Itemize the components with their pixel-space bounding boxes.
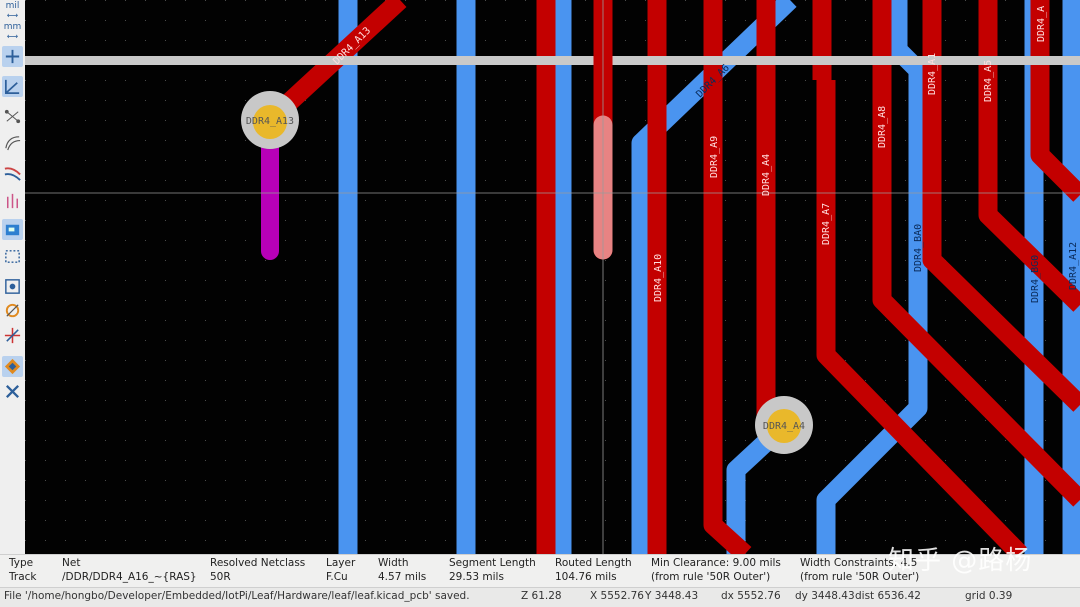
pad-outline-button[interactable] xyxy=(2,276,23,297)
zoom-readout: Z 61.28 xyxy=(521,590,562,602)
info-net: Net /DDR/DDR4_A16_~{RAS} xyxy=(62,557,197,583)
watermark: 知乎 @路杨 xyxy=(888,546,1033,576)
mm-units-button[interactable]: mm ⟷ xyxy=(3,21,22,41)
track-f-a7[interactable] xyxy=(816,80,1027,554)
net-color-button[interactable] xyxy=(2,300,23,321)
track-b-a10[interactable] xyxy=(631,0,797,554)
x-readout: X 5552.76 xyxy=(590,590,644,602)
track-label: DDR4_A7 xyxy=(821,203,832,245)
cursor-shape-button[interactable] xyxy=(2,46,23,67)
track-outline-icon xyxy=(4,167,21,181)
dy-readout: dy 3448.43 xyxy=(795,590,855,602)
dx-readout: dx 5552.76 xyxy=(721,590,781,602)
info-min-clearance: Min Clearance: 9.00 mils (from rule '50R… xyxy=(651,557,781,583)
track-f-top[interactable] xyxy=(1030,0,1080,202)
message-panel: Type Track Net /DDR/DDR4_A16_~{RAS} Reso… xyxy=(0,554,1080,587)
mm-units-icon: mm xyxy=(3,21,22,32)
info-layer: Layer F.Cu xyxy=(326,557,356,583)
highlight-net-icon xyxy=(4,327,21,344)
via-label: DDR4_A13 xyxy=(246,116,294,127)
mil-units-button[interactable]: mil ⟷ xyxy=(5,0,20,20)
via-label: DDR4_A4 xyxy=(763,421,805,432)
track-label: DDR4_A xyxy=(1036,6,1047,42)
track-label: DDR4_A10 xyxy=(653,254,664,302)
ratsnest-button[interactable] xyxy=(2,106,23,127)
y-readout: Y 3448.43 xyxy=(645,590,699,602)
zone-fill-button[interactable] xyxy=(2,219,23,240)
pcb-canvas[interactable]: DDR4_A13 DDR4_A4 DDR4_A13 DDR4_A9 DDR4_A… xyxy=(25,0,1080,554)
info-routed-length: Routed Length 104.76 mils xyxy=(555,557,632,583)
track-f-a1[interactable] xyxy=(922,0,1080,412)
track-label: DDR4_A12 xyxy=(1068,242,1079,290)
status-message: File '/home/hongbo/Developer/Embedded/Io… xyxy=(4,590,470,602)
board-edge xyxy=(25,56,1080,65)
info-width-constraints: Width Constraints: 4.5 (from rule '50R O… xyxy=(800,557,920,583)
dist-readout: dist 6536.42 xyxy=(855,590,921,602)
highlight-net-button[interactable] xyxy=(2,325,23,346)
ratsnest-icon xyxy=(4,109,21,124)
track-b-ba0[interactable] xyxy=(816,0,928,554)
polar-coords-button[interactable] xyxy=(2,76,23,97)
track-label: DDR4_BA0 xyxy=(913,224,924,272)
mil-units-icon: mil xyxy=(5,0,20,11)
track-f-a8[interactable] xyxy=(872,0,1080,507)
track-label: DDR4_A5 xyxy=(983,60,994,102)
tools-icon xyxy=(5,384,20,399)
net-color-icon xyxy=(5,303,20,318)
info-segment-length: Segment Length 29.53 mils xyxy=(449,557,536,583)
cursor-icon xyxy=(5,49,20,64)
zone-outline-button[interactable] xyxy=(2,246,23,267)
track-label: DDR4_A4 xyxy=(761,154,772,196)
track-label: DDR4_A8 xyxy=(877,106,888,148)
curved-ratsnest-button[interactable] xyxy=(2,132,23,153)
via-a13[interactable]: DDR4_A13 xyxy=(241,91,299,149)
grid-readout: grid 0.39 xyxy=(965,590,1013,602)
via-outline-icon xyxy=(6,193,19,209)
left-toolbar: mil ⟷ mm ⟷ xyxy=(0,0,26,554)
track-label: DDR4_BG0 xyxy=(1030,255,1041,303)
polar-coords-icon xyxy=(4,79,20,95)
back-copper-tracks xyxy=(338,0,1080,554)
info-netclass: Resolved Netclass 50R xyxy=(210,557,306,583)
info-type: Type Track xyxy=(9,557,37,583)
layers-manager-button[interactable] xyxy=(2,356,23,377)
front-copper-tracks xyxy=(263,0,1080,554)
info-width: Width 4.57 mils xyxy=(378,557,427,583)
curved-ratsnest-icon xyxy=(5,136,21,151)
status-bar: File '/home/hongbo/Developer/Embedded/Io… xyxy=(0,587,1080,607)
layers-icon xyxy=(4,358,21,375)
track-outline-button[interactable] xyxy=(2,162,23,183)
via-a4[interactable]: DDR4_A4 xyxy=(755,396,813,454)
via-outline-button[interactable] xyxy=(2,190,23,211)
track-label: DDR4_A1 xyxy=(927,53,938,95)
track-f-a5[interactable] xyxy=(978,0,1080,312)
track-label: DDR4_A9 xyxy=(709,136,720,178)
track-f-a9[interactable] xyxy=(703,0,752,554)
pad-outline-icon xyxy=(5,279,20,294)
zone-fill-icon xyxy=(5,224,20,236)
zone-outline-icon xyxy=(5,250,20,263)
pcb-drawing: DDR4_A13 DDR4_A4 DDR4_A13 DDR4_A9 DDR4_A… xyxy=(25,0,1080,554)
microwave-tools-button[interactable] xyxy=(2,381,23,402)
